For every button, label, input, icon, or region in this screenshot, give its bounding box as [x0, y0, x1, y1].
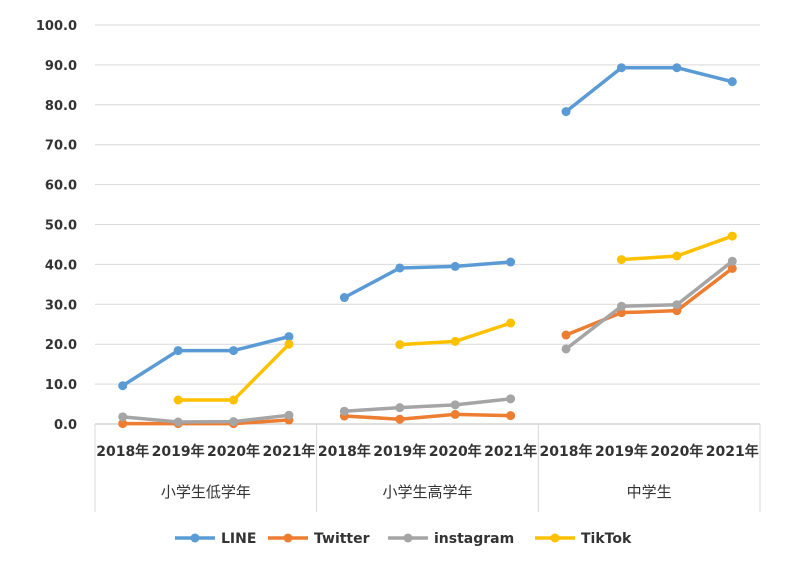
data-point-line — [229, 346, 239, 356]
y-tick-label: 100.0 — [36, 19, 77, 34]
x-tick-label: 2018年 — [96, 443, 149, 460]
data-point-line — [672, 63, 682, 73]
data-point-line — [561, 107, 571, 117]
data-point-line — [506, 257, 516, 267]
data-point-tiktok — [450, 336, 460, 346]
legend-label-tiktok: TikTok — [581, 531, 632, 547]
y-tick-label: 60.0 — [45, 179, 77, 194]
legend-marker-twitter — [283, 533, 293, 543]
data-point-line — [727, 77, 737, 87]
data-point-line — [173, 346, 183, 356]
gridlines — [95, 24, 760, 425]
data-point-instagram — [561, 344, 571, 354]
data-point-tiktok — [672, 251, 682, 261]
x-tick-label: 2019年 — [595, 443, 648, 460]
data-point-line — [339, 293, 349, 303]
y-tick-label: 20.0 — [45, 338, 77, 353]
data-point-instagram — [339, 406, 349, 416]
data-point-instagram — [616, 301, 626, 311]
data-point-instagram — [173, 417, 183, 427]
x-tick-label: 2018年 — [318, 443, 371, 460]
x-tick-label: 2021年 — [706, 443, 759, 460]
data-point-twitter — [450, 409, 460, 419]
axes: 0.0 10.0 20.0 30.0 40.0 50.0 60.0 70.0 80.0 90.0 1… — [36, 19, 761, 512]
data-point-tiktok — [284, 339, 294, 349]
x-tick-label: 2019年 — [152, 443, 205, 460]
data-point-tiktok — [616, 255, 626, 265]
x-group-label: 小学生高学年 — [382, 483, 472, 501]
data-point-instagram — [672, 300, 682, 310]
series-line-instagram — [342, 397, 513, 413]
data-point-tiktok — [727, 231, 737, 241]
data-point-twitter — [506, 411, 516, 421]
y-tick-label: 70.0 — [45, 139, 77, 154]
data-point-tiktok — [229, 395, 239, 405]
series-line-instagram — [564, 259, 735, 351]
data-point-twitter — [727, 263, 737, 273]
series-line-twitter — [342, 412, 513, 421]
data-point-line — [395, 263, 405, 273]
data-point-tiktok — [506, 318, 516, 328]
x-tick-label: 2021年 — [484, 443, 537, 460]
y-tick-label: 90.0 — [45, 59, 77, 74]
x-tick-label: 2020年 — [429, 443, 482, 460]
data-point-line — [616, 63, 626, 73]
y-tick-label: 0.0 — [54, 418, 77, 433]
x-tick-label: 2020年 — [207, 443, 260, 460]
series-line-twitter — [564, 266, 735, 337]
data-point-instagram — [450, 400, 460, 410]
x-group-label: 中学生 — [627, 483, 672, 501]
legend-label-instagram: instagram — [434, 531, 514, 547]
x-tick-label: 2020年 — [650, 443, 703, 460]
data-point-tiktok — [173, 395, 183, 405]
y-tick-label: 40.0 — [45, 258, 77, 273]
x-tick-label: 2018年 — [540, 443, 593, 460]
data-point-instagram — [118, 412, 128, 422]
y-tick-label: 50.0 — [45, 219, 77, 234]
data-point-instagram — [727, 256, 737, 266]
x-tick-label: 2021年 — [262, 443, 315, 460]
data-point-tiktok — [395, 340, 405, 350]
y-tick-label: 30.0 — [45, 298, 77, 313]
legend-marker-line — [190, 533, 200, 543]
data-point-instagram — [395, 403, 405, 413]
y-tick-label: 80.0 — [45, 99, 77, 114]
data-point-twitter — [118, 419, 128, 429]
data-point-instagram — [284, 410, 294, 420]
data-point-twitter — [616, 308, 626, 318]
data-point-twitter — [561, 330, 571, 340]
y-tick-label: 10.0 — [45, 378, 77, 393]
legend: LINE Twitter instagram TikTok — [175, 531, 632, 547]
data-point-twitter — [395, 414, 405, 424]
series-line-line — [342, 260, 513, 300]
series-line-line — [564, 65, 735, 114]
data-point-line — [118, 381, 128, 391]
series-line-twitter — [120, 418, 291, 426]
legend-marker-instagram — [403, 533, 413, 543]
data-point-instagram — [229, 417, 239, 427]
legend-label-line: LINE — [221, 531, 256, 547]
data-point-instagram — [506, 394, 516, 404]
series-line-line — [120, 334, 291, 388]
data-point-line — [284, 332, 294, 342]
series-line-instagram — [120, 413, 291, 424]
x-group-label: 小学生低学年 — [161, 483, 251, 501]
x-tick-label: 2019年 — [373, 443, 426, 460]
series — [118, 63, 737, 429]
legend-label-twitter: Twitter — [314, 531, 370, 547]
legend-marker-tiktok — [550, 533, 560, 543]
data-point-line — [450, 261, 460, 271]
